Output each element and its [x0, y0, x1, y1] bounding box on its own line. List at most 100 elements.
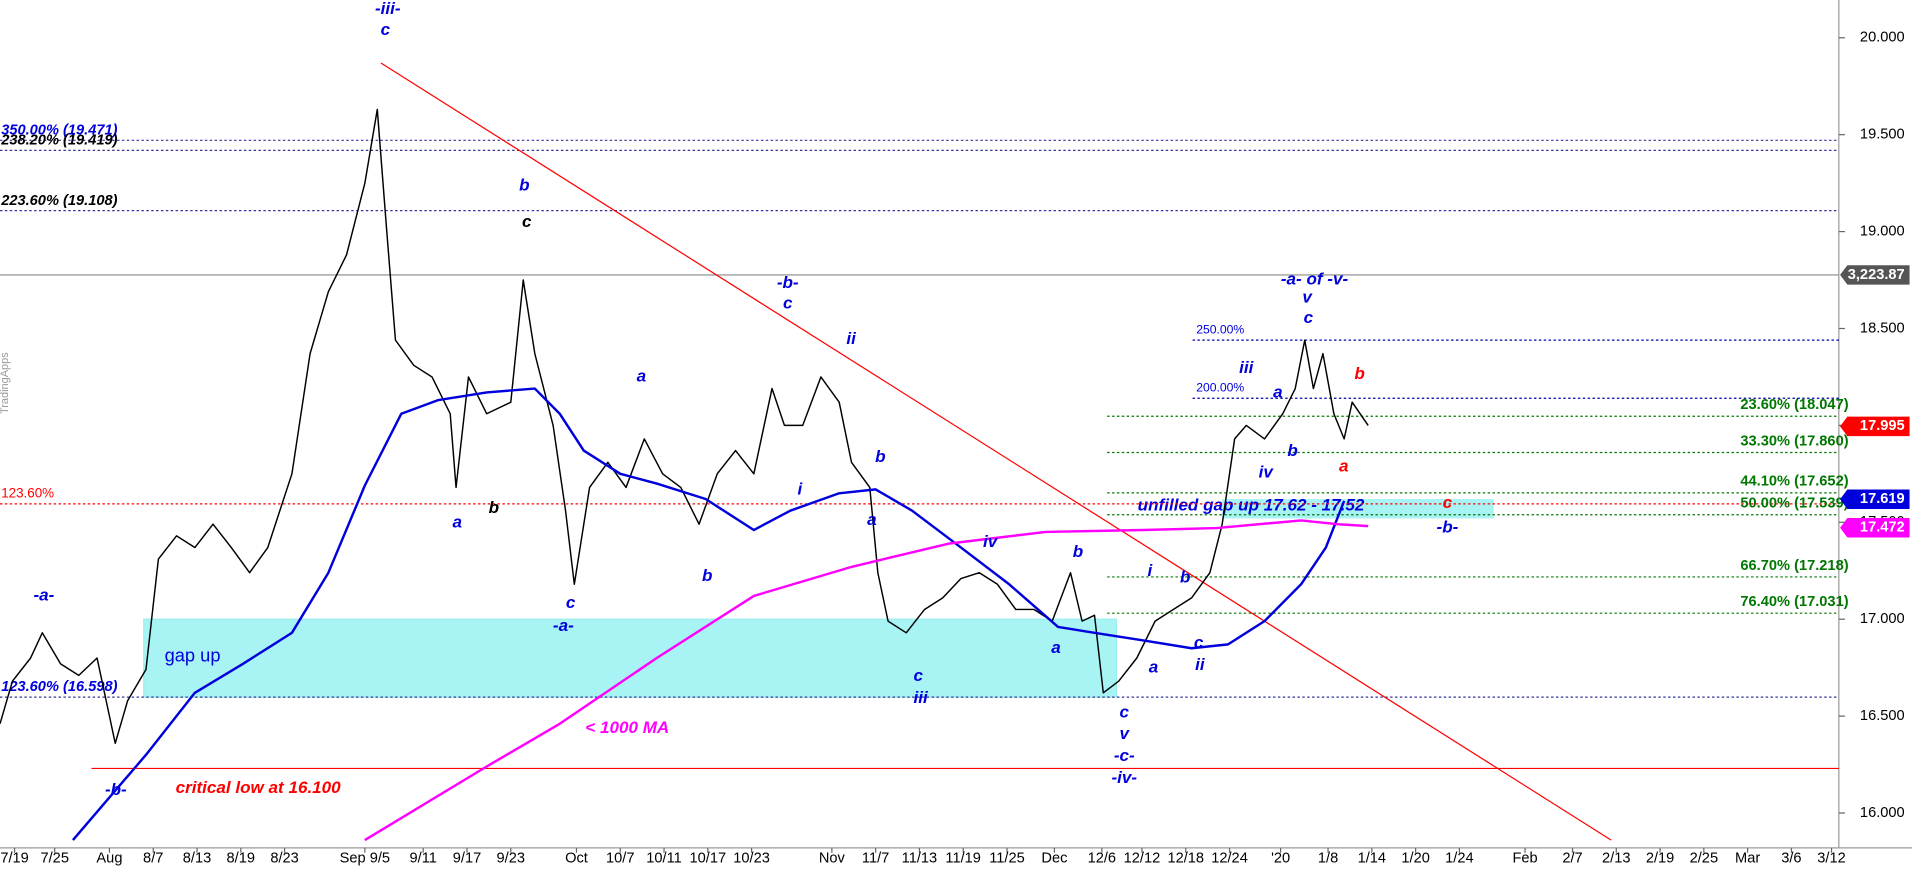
- gap-box: [143, 618, 1118, 698]
- y-tick-label: 19.000: [1860, 223, 1905, 239]
- fib-label: 223.60% (19.108): [0, 193, 117, 209]
- price-tag: 17.995: [1860, 418, 1905, 434]
- wave-label: c: [1120, 702, 1130, 721]
- x-tick-label: 9/23: [497, 851, 525, 867]
- x-tick-label: 11/7: [862, 851, 889, 867]
- wave-label: -a-: [33, 586, 54, 605]
- wave-label: v: [1120, 724, 1131, 743]
- wave-label: -b-: [777, 273, 799, 292]
- x-tick-label: Aug: [96, 851, 122, 867]
- x-tick-label: 7/25: [40, 851, 68, 867]
- gap-label: unfilled gap up 17.62 - 17.52: [1138, 496, 1365, 515]
- fib-label: 44.10% (17.652): [1740, 474, 1848, 490]
- x-tick-label: 11/13: [902, 851, 938, 867]
- wave-label: b: [702, 566, 712, 585]
- price-tag-bg: [1840, 517, 1910, 538]
- fib-label: 238.20% (19.419): [0, 133, 117, 149]
- y-tick-label: 20.000: [1860, 30, 1905, 46]
- wave-label: b: [489, 498, 499, 517]
- trendline: [380, 62, 1612, 841]
- wave-label: -a- of -v-: [1281, 269, 1349, 288]
- critical-label: critical low at 16.100: [176, 778, 342, 797]
- price-tag-bg: [1840, 489, 1910, 509]
- x-tick-label: 12/12: [1124, 851, 1161, 867]
- x-tick-label: 11/19: [945, 851, 981, 867]
- wave-label: c: [1443, 493, 1453, 512]
- wave-label: -iii-: [375, 0, 401, 18]
- moving-average: [71, 387, 1346, 841]
- wave-label: ii: [846, 329, 857, 348]
- y-tick-label: 17.000: [1860, 611, 1905, 627]
- x-tick-label: '20: [1271, 851, 1290, 867]
- price-line: [0, 108, 1369, 744]
- wave-label: c: [566, 593, 576, 612]
- wave-label: -b-: [105, 780, 127, 799]
- x-tick-label: 10/11: [646, 851, 682, 867]
- wave-label: b: [875, 447, 885, 466]
- wave-label: b: [1073, 542, 1083, 561]
- x-tick-label: Nov: [819, 851, 846, 867]
- target-label: 250.00%: [1196, 323, 1244, 337]
- x-tick-label: 1/14: [1358, 851, 1386, 867]
- wave-label: v: [1302, 288, 1313, 307]
- x-tick-label: 11/25: [989, 851, 1025, 867]
- x-tick-label: 9/17: [453, 851, 481, 867]
- fib-label: 350.00% (19.471): [1, 122, 117, 138]
- price-tag-bg: [1840, 416, 1910, 437]
- wave-label: -a-: [553, 616, 574, 635]
- wave-label: a: [1051, 638, 1060, 657]
- wave-label: -c-: [1114, 746, 1135, 765]
- x-tick-label: 1/20: [1401, 851, 1429, 867]
- wave-label: i: [798, 480, 804, 499]
- x-tick-label: 12/24: [1211, 851, 1248, 867]
- reference-tag-bg: [1840, 265, 1910, 285]
- wave-label: a: [637, 367, 646, 386]
- wave-label: c: [522, 212, 532, 231]
- watermark: TradingApps: [0, 352, 11, 414]
- wave-label: ii: [1195, 655, 1206, 674]
- x-tick-label: 8/13: [183, 851, 211, 867]
- x-tick-label: 9/11: [410, 851, 437, 867]
- wave-label: iv: [1259, 463, 1275, 482]
- wave-label: iii: [1239, 358, 1254, 377]
- x-tick-label: Dec: [1041, 851, 1067, 867]
- wave-label: a: [867, 510, 876, 529]
- price-tag: 17.619: [1860, 491, 1905, 507]
- wave-label: a: [1149, 657, 1158, 676]
- x-tick-label: 8/19: [227, 851, 255, 867]
- x-tick-label: 10/23: [733, 851, 770, 867]
- fib-label: 66.70% (17.218): [1740, 558, 1848, 574]
- gap-label: gap up: [165, 645, 221, 666]
- fib-label: 76.40% (17.031): [1740, 594, 1848, 610]
- wave-label: c: [783, 294, 793, 313]
- wave-label: c: [1304, 308, 1314, 327]
- wave-label: b: [1354, 364, 1364, 383]
- y-tick-label: 18.500: [1860, 320, 1905, 336]
- wave-label: c: [913, 666, 923, 685]
- wave-label: c: [381, 20, 391, 39]
- x-tick-label: Mar: [1735, 851, 1760, 867]
- target-label: 200.00%: [1196, 381, 1244, 395]
- x-tick-label: Oct: [565, 851, 588, 867]
- ma-label: < 1000 MA: [585, 718, 669, 737]
- x-tick-label: 10/17: [690, 851, 727, 867]
- wave-label: b: [1287, 441, 1297, 460]
- x-tick-label: 10/7: [606, 851, 634, 867]
- price-tag: 17.472: [1860, 520, 1905, 536]
- fib-label: 23.60% (18.047): [1740, 397, 1848, 413]
- wave-label: iii: [914, 688, 929, 707]
- x-tick-label: 12/6: [1088, 851, 1116, 867]
- fib-label: 33.30% (17.860): [1740, 433, 1848, 449]
- wave-label: a: [453, 513, 462, 532]
- x-tick-label: 8/7: [143, 851, 163, 867]
- wave-label: -iv-: [1111, 768, 1137, 787]
- wave-label: a: [1339, 457, 1348, 476]
- x-tick-label: 3/12: [1817, 851, 1845, 867]
- y-tick-label: 16.000: [1860, 805, 1905, 821]
- y-tick-label: 19.500: [1860, 127, 1905, 143]
- moving-average: [364, 519, 1369, 842]
- wave-label: c: [1194, 633, 1204, 652]
- wave-label: b: [1180, 567, 1190, 586]
- fib-label: 123.60% (16.598): [1, 679, 117, 695]
